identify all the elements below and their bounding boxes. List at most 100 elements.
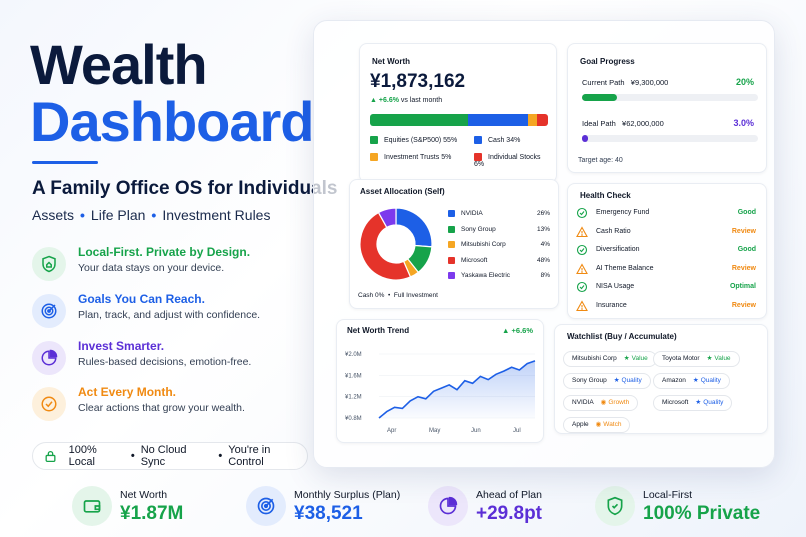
x-tick-label: May: [429, 428, 440, 434]
goal-progress-track: [582, 94, 758, 101]
stat-value: ¥1.87M: [120, 503, 184, 524]
chip-tag: ★ Value: [624, 355, 648, 362]
legend-swatch: [448, 256, 455, 264]
health-status: Review: [731, 264, 756, 272]
warning-icon: [576, 225, 588, 237]
subtitle-item: Life Plan: [90, 207, 146, 223]
watchlist-chip[interactable]: Microsoft ★ Quality: [653, 395, 733, 411]
allocation-bar: [370, 114, 548, 126]
star-icon: ★: [692, 377, 699, 384]
feature-desc: Your data stays on your device.: [78, 262, 225, 274]
net-worth-card[interactable]: Net Worth ¥1,873,162 ▲ +6.6% vs last mon…: [359, 43, 557, 183]
chip-tag-label: Watch: [603, 421, 622, 428]
trend-change-value: +6.6%: [511, 326, 533, 335]
feature-desc: Plan, track, and adjust with confidence.: [78, 309, 261, 321]
chip-tag-label: Value: [631, 355, 648, 362]
pill-item: 100% Local: [68, 444, 97, 468]
up-arrow-icon: ▲: [501, 326, 510, 335]
asset-allocation-card[interactable]: Asset Allocation (Self) NVIDIA 26% Sony Gr…: [349, 179, 559, 309]
card-title: Net Worth Trend: [347, 326, 410, 335]
stat-local-first: Local-First 100% Private: [595, 484, 785, 532]
chip-name: Apple: [572, 421, 589, 428]
wallet-icon: [72, 486, 112, 526]
chip-tag: ★ Value: [707, 355, 731, 362]
pie-chart-icon: [428, 486, 468, 526]
goal-progress-track: [582, 135, 758, 142]
allocation-bar-segment: [528, 114, 538, 126]
legend-item: Cash 34%: [474, 136, 520, 144]
star-icon: ★: [613, 377, 620, 384]
watchlist-chip[interactable]: Apple ◉ Watch: [563, 417, 631, 433]
legend-label: Sony Group: [461, 225, 496, 233]
chip-tag-label: Quality: [700, 377, 721, 384]
watchlist-chip[interactable]: Toyota Motor ★ Value: [653, 351, 740, 367]
legend-swatch: [474, 136, 482, 144]
chip-tag: ◉ Growth: [601, 399, 630, 406]
health-label: Emergency Fund: [596, 209, 650, 216]
stat-label: Monthly Surplus (Plan): [294, 489, 401, 501]
allocation-legend-item: Microsoft 48%: [448, 256, 550, 264]
legend-pct: 5%: [441, 153, 452, 161]
feature-local-first: Local-First. Private by Design. Your dat…: [32, 245, 322, 285]
legend-label: Mitsubishi Corp: [461, 241, 506, 249]
subtitle-item: Investment Rules: [162, 207, 271, 223]
legend-swatch: [370, 153, 378, 161]
check-circle-icon: [576, 244, 588, 256]
y-tick-label: ¥1.2M: [345, 395, 362, 401]
chip-name: Mitsubishi Corp: [572, 355, 617, 362]
health-row: AI Theme Balance Review: [576, 262, 756, 279]
dot-icon: ◉: [595, 421, 602, 428]
health-status: Good: [737, 246, 756, 253]
donut-slice: [377, 207, 397, 229]
target-icon: [32, 294, 66, 328]
goal-progress-fill: [582, 135, 588, 142]
stat-label: Local-First: [643, 489, 693, 501]
health-status: Optimal: [729, 283, 756, 290]
card-title: Health Check: [580, 191, 631, 200]
feature-monthly: Act Every Month. Clear actions that grow…: [32, 385, 322, 425]
star-icon: ★: [695, 399, 702, 406]
pie-chart-icon: [32, 341, 66, 375]
warning-icon: [576, 299, 588, 311]
feature-title: Invest Smarter.: [78, 339, 165, 353]
legend-label: Yaskawa Electric: [461, 272, 511, 280]
allocation-bar-segment: [467, 114, 529, 126]
target-age: Target age: 40: [578, 157, 623, 164]
hero-subtitle: Assets • Life Plan • Investment Rules: [32, 207, 271, 223]
health-check-card[interactable]: Health Check Emergency Fund Good Cash Rati…: [567, 183, 767, 319]
health-label: Diversification: [596, 246, 640, 253]
chip-tag-label: Quality: [703, 399, 724, 406]
stat-value: +29.8pt: [476, 503, 543, 524]
goal-progress-card[interactable]: Goal Progress Current Path ¥9,300,000 20…: [567, 43, 767, 173]
feature-desc: Clear actions that grow your wealth.: [78, 402, 245, 414]
hero-tagline: A Family Office OS for Individuals: [32, 178, 338, 199]
legend-item: Individual Stocks 6%: [474, 153, 548, 168]
stat-value: 100% Private: [643, 503, 761, 524]
health-status: Review: [731, 301, 756, 309]
legend-label: Investment Trusts: [384, 153, 440, 161]
allocation-bar-segment: [537, 114, 548, 126]
watchlist-chip[interactable]: Sony Group ★ Quality: [563, 373, 651, 389]
net-worth-trend-card[interactable]: Net Worth Trend ▲ +6.6% ¥0.8M ¥1.2M ¥1.6M ¥…: [336, 319, 544, 443]
legend-swatch: [474, 153, 482, 161]
legend-pct: 8%: [540, 272, 550, 279]
stat-value: ¥38,521: [294, 503, 363, 524]
chip-tag: ★ Quality: [695, 399, 723, 406]
watchlist-chip[interactable]: NVIDIA ◉ Growth: [563, 395, 639, 411]
allocation-bar-segment: [370, 114, 468, 126]
watchlist-chip[interactable]: Mitsubishi Corp ★ Value: [563, 351, 657, 367]
allocation-footer: Cash 0% • Full Investment: [358, 292, 438, 299]
goal-row-label: Ideal Path ¥62,000,000: [582, 119, 664, 128]
allocation-legend-item: Mitsubishi Corp 4%: [448, 241, 550, 248]
chip-tag-label: Growth: [608, 399, 630, 406]
legend-swatch: [448, 210, 455, 217]
star-icon: ★: [623, 355, 630, 362]
card-title: Asset Allocation (Self): [360, 187, 445, 196]
check-circle-icon: [32, 387, 66, 421]
legend-label: NVIDIA: [461, 210, 483, 218]
watchlist-card[interactable]: Watchlist (Buy / Accumulate) Mitsubishi …: [554, 324, 768, 434]
watchlist-chip[interactable]: Amazon ★ Quality: [653, 373, 730, 389]
health-label: Insurance: [596, 301, 627, 309]
legend-item: Investment Trusts 5%: [370, 153, 451, 161]
health-status: Good: [737, 209, 756, 216]
